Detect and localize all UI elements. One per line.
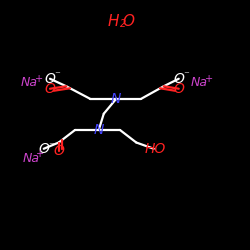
Text: O: O [38,142,49,156]
Text: ⁻: ⁻ [48,141,54,151]
Text: H: H [108,14,120,29]
Text: Na: Na [191,76,208,90]
Text: N: N [94,123,104,137]
Text: +: + [36,149,44,159]
Text: O: O [44,72,56,86]
Text: N: N [111,92,122,106]
Text: 2: 2 [120,19,126,29]
Text: O: O [173,82,184,96]
Text: Na: Na [21,76,38,90]
Text: ⁻: ⁻ [54,70,60,80]
Text: O: O [44,82,56,96]
Text: HO: HO [144,142,166,156]
Text: O: O [53,144,64,158]
Text: +: + [35,74,43,84]
Text: ⁻: ⁻ [183,70,189,80]
Text: O: O [173,72,184,86]
Text: Na: Na [22,152,39,165]
Text: +: + [205,74,213,84]
Text: O: O [123,14,135,29]
